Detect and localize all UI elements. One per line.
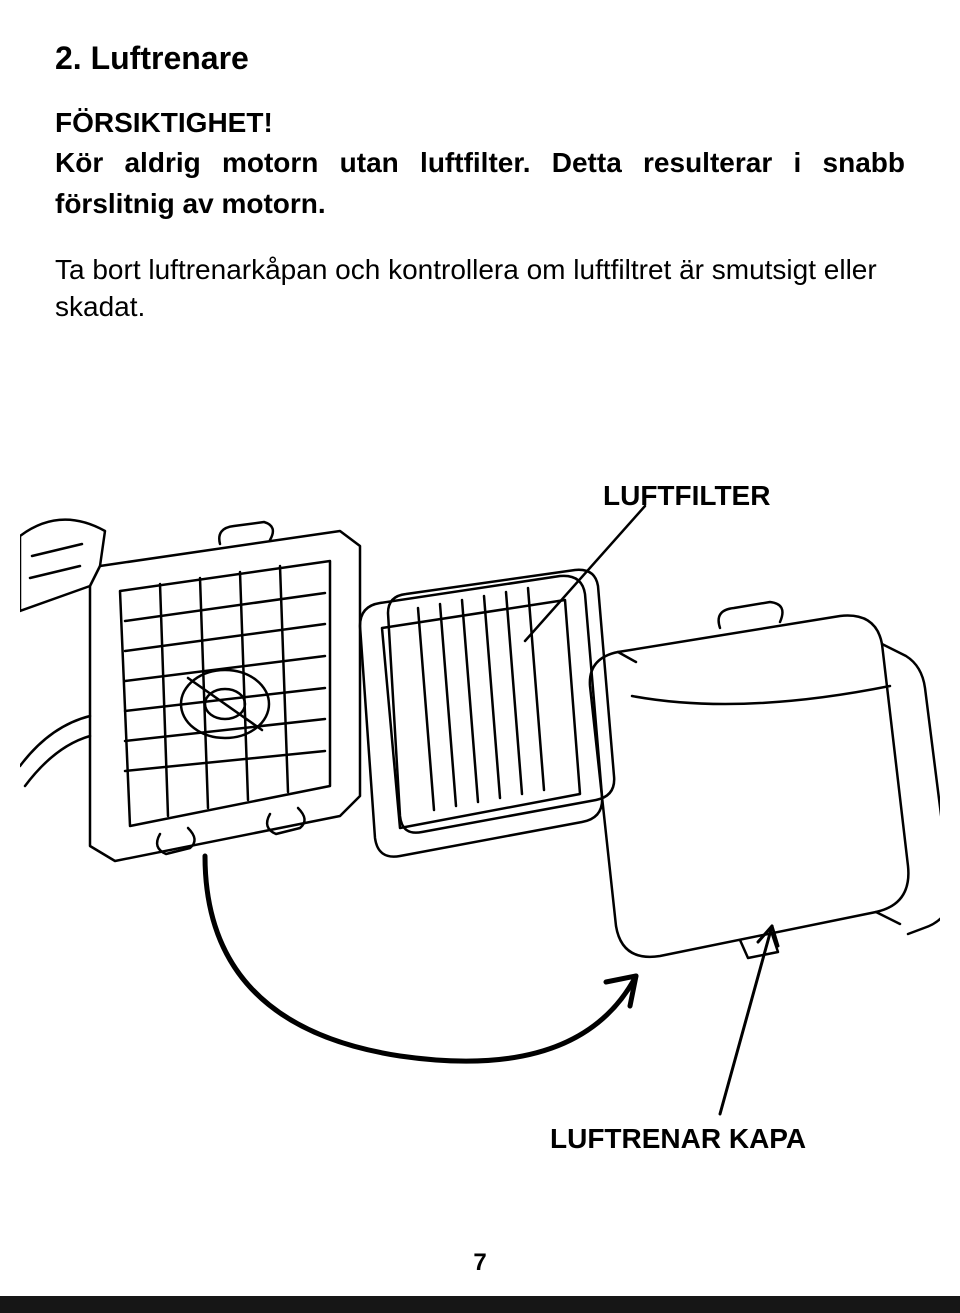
- caution-title: FÖRSIKTIGHET!: [55, 107, 905, 139]
- section-heading: 2. Luftrenare: [55, 40, 905, 77]
- exploded-diagram: [20, 466, 940, 1166]
- air-filter-element: [360, 570, 614, 857]
- label-luftrenar-kapa: LUFTRENAR KAPA: [550, 1123, 806, 1155]
- page-root: 2. Luftrenare FÖRSIKTIGHET! Kör aldrig m…: [0, 0, 960, 1313]
- engine-housing: [20, 520, 360, 861]
- air-cleaner-cover: [590, 602, 940, 958]
- assembly-arrow: [205, 856, 636, 1061]
- footer-bar: [0, 1296, 960, 1313]
- page-number: 7: [0, 1249, 960, 1277]
- label-luftfilter: LUFTFILTER: [603, 480, 770, 512]
- caution-body: Kör aldrig motorn utan luftfilter. Detta…: [55, 143, 905, 224]
- instruction-text: Ta bort luftrenarkåpan och kontrollera o…: [55, 252, 905, 325]
